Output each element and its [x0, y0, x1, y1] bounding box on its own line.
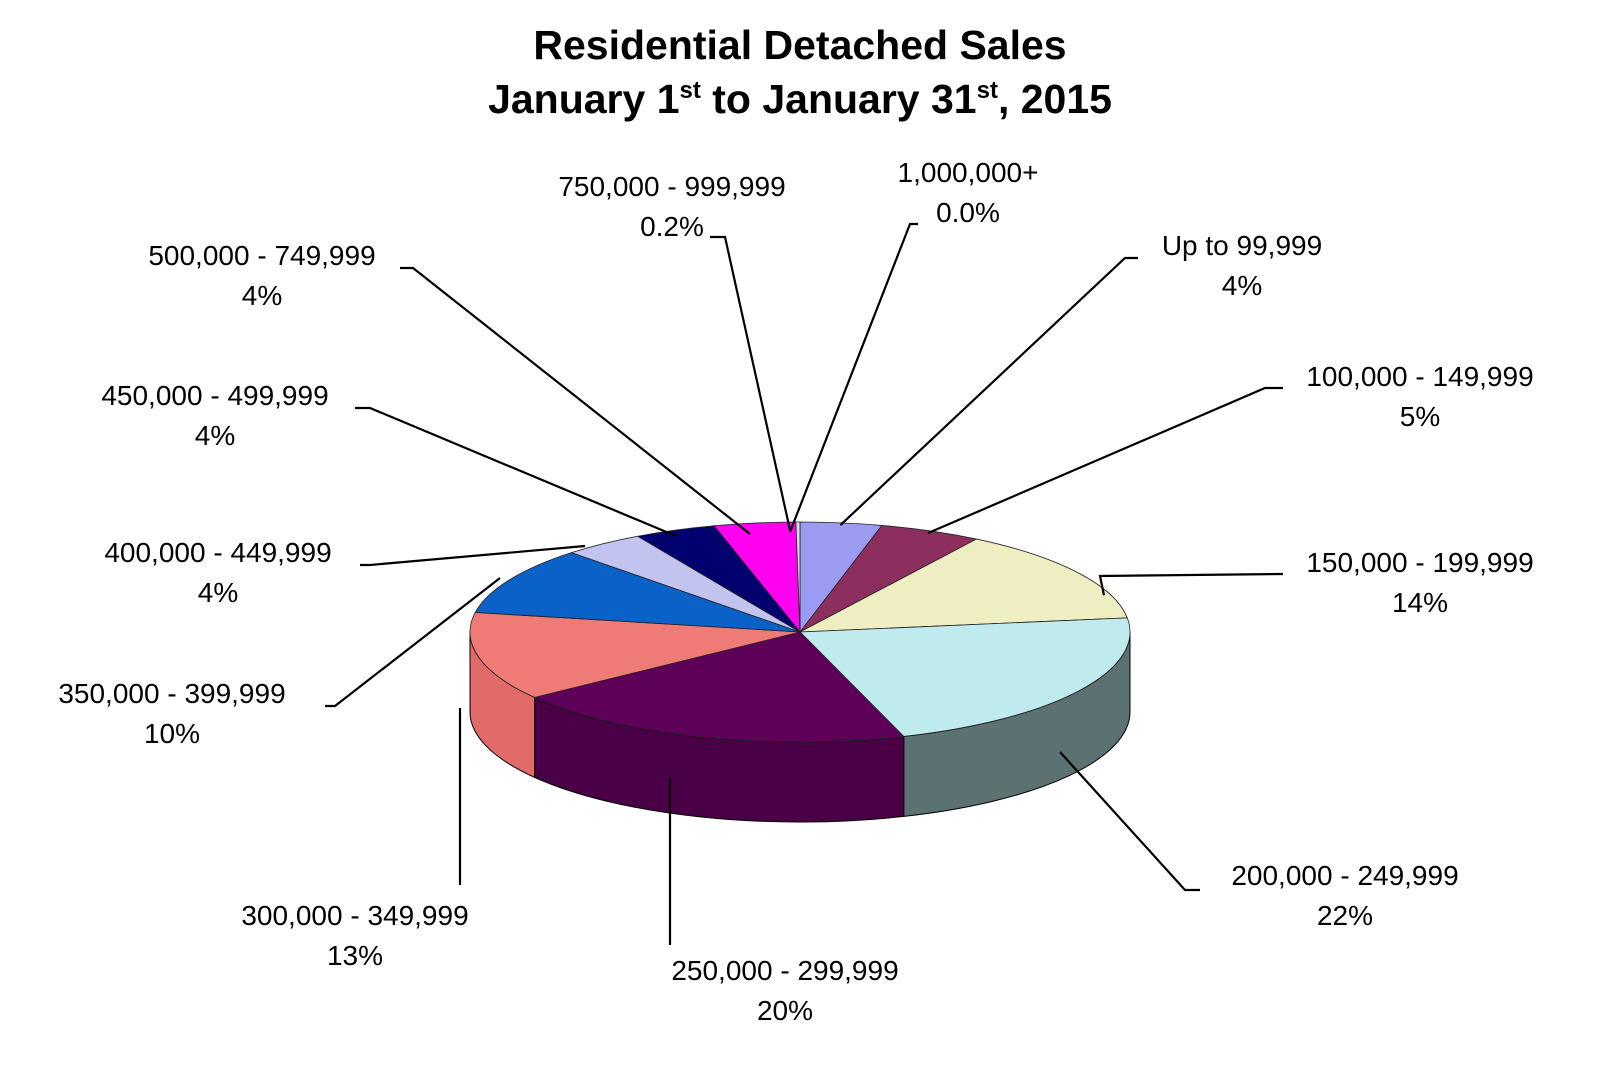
- slice-label-9: 500,000 - 749,999: [148, 240, 375, 271]
- pie-slices: [469, 521, 1131, 743]
- slice-value-label-9: 4%: [242, 280, 282, 311]
- slice-value-label-2: 14%: [1392, 587, 1448, 618]
- slice-label-10: 750,000 - 999,999: [558, 171, 785, 202]
- slice-label-6: 350,000 - 399,999: [58, 678, 285, 709]
- slice-value-label-6: 10%: [144, 718, 200, 749]
- slice-value-label-8: 4%: [195, 420, 235, 451]
- pie-slice-5: [469, 612, 801, 698]
- slice-label-5: 300,000 - 349,999: [241, 900, 468, 931]
- slice-value-label-4: 20%: [757, 995, 813, 1026]
- pie-sides: [469, 631, 1131, 823]
- pie-slice-10: [795, 521, 801, 633]
- slice-value-label-7: 4%: [198, 577, 238, 608]
- slice-value-label-11: 0.0%: [936, 197, 1000, 228]
- slice-labels: Up to 99,999 4% 100,000 - 149,999 5% 150,000…: [58, 157, 1533, 1026]
- slice-label-4: 250,000 - 299,999: [671, 955, 898, 986]
- slice-label-0: Up to 99,999: [1162, 230, 1322, 261]
- slice-value-label-0: 4%: [1222, 270, 1262, 301]
- slice-value-label-1: 5%: [1400, 401, 1440, 432]
- leader-line-1: [927, 386, 1283, 535]
- slice-label-11: 1,000,000+: [898, 157, 1039, 188]
- slice-label-3: 200,000 - 249,999: [1231, 860, 1458, 891]
- slice-label-8: 450,000 - 499,999: [101, 380, 328, 411]
- leader-line-3: [1059, 751, 1200, 892]
- chart-title-line-2: January 1st to January 31st, 2015: [488, 76, 1112, 122]
- leader-line-10: [710, 235, 792, 531]
- leader-lines: [325, 222, 1284, 945]
- chart-title: Residential Detached Sales January 1st t…: [0, 18, 1600, 126]
- leader-line-2: [1098, 572, 1284, 596]
- chart-title-line-1: Residential Detached Sales: [533, 22, 1067, 68]
- slice-label-2: 150,000 - 199,999: [1306, 547, 1533, 578]
- slice-value-label-3: 22%: [1317, 900, 1373, 931]
- leader-line-11: [788, 222, 918, 533]
- pie-slice-2: [799, 538, 1128, 633]
- slice-value-label-5: 13%: [327, 940, 383, 971]
- leader-line-7: [360, 544, 586, 567]
- leader-line-0: [839, 256, 1138, 526]
- leader-line-6: [325, 577, 501, 708]
- slice-label-1: 100,000 - 149,999: [1306, 361, 1533, 392]
- pie-slice-3: [799, 617, 1131, 737]
- pie-slice-6: [474, 552, 801, 633]
- slice-label-7: 400,000 - 449,999: [104, 537, 331, 568]
- slice-value-label-10: 0.2%: [640, 211, 704, 242]
- leader-line-8: [355, 406, 677, 538]
- leader-line-9: [400, 266, 751, 535]
- pie-slice-4: [533, 631, 905, 743]
